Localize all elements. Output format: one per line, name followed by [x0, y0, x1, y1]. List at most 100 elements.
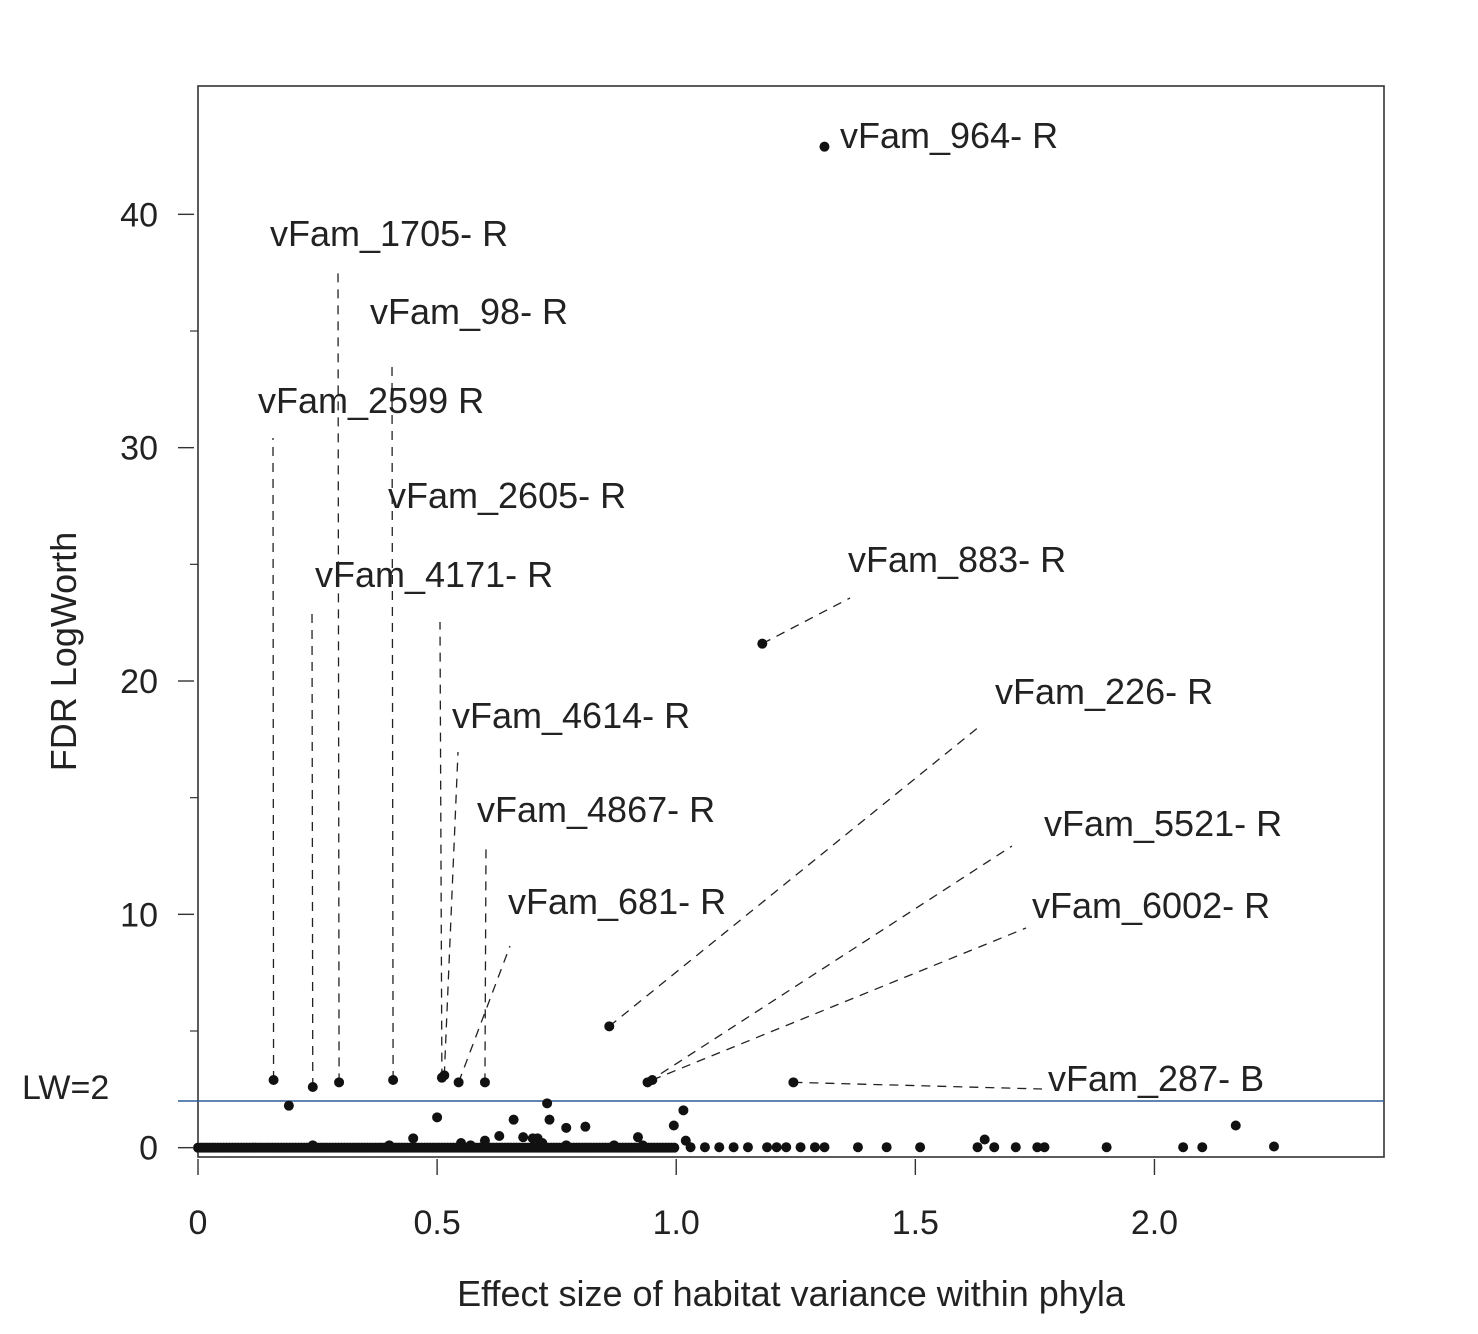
point-label: vFam_98- R [370, 291, 568, 332]
labeled-data-point [757, 638, 768, 649]
data-point [678, 1105, 689, 1116]
threshold-layer: LW=2 [22, 1069, 1384, 1107]
data-point [637, 1140, 648, 1151]
leader-line [443, 751, 459, 1076]
data-point [989, 1142, 1000, 1153]
x-tick-label: 1.0 [653, 1204, 700, 1242]
data-point [479, 1135, 490, 1146]
leader-line [272, 437, 275, 1081]
y-tick-label: 40 [120, 196, 158, 234]
leader-line [458, 945, 511, 1083]
y-tick-label: 20 [120, 663, 158, 701]
data-point [465, 1140, 476, 1151]
labeled-data-point [334, 1077, 345, 1088]
threshold-label: LW=2 [22, 1069, 109, 1107]
labeled-data-point [453, 1077, 464, 1088]
data-point [537, 1138, 548, 1148]
data-point [609, 1140, 620, 1151]
y-tick-label: 30 [120, 430, 158, 468]
data-point [819, 1142, 830, 1153]
data-point [544, 1114, 555, 1125]
leader-line [652, 927, 1027, 1081]
data-point [580, 1121, 591, 1132]
leader-line [391, 359, 394, 1081]
point-label: vFam_287- B [1048, 1058, 1264, 1099]
data-point [915, 1142, 926, 1153]
data-point [668, 1120, 679, 1131]
data-point [685, 1142, 696, 1153]
leader-line [311, 609, 314, 1088]
data-point [771, 1142, 782, 1153]
point-label: vFam_883- R [848, 539, 1066, 580]
data-point [432, 1112, 443, 1123]
data-point [1230, 1120, 1241, 1131]
point-label: vFam_6002- R [1032, 885, 1270, 926]
x-tick-label: 1.5 [892, 1204, 939, 1242]
data-point [1197, 1142, 1208, 1153]
point-label: vFam_4867- R [477, 789, 715, 830]
data-point [728, 1142, 739, 1153]
data-point [456, 1138, 467, 1148]
labeled-data-point [388, 1075, 399, 1085]
leader-line [439, 621, 443, 1078]
point-label: vFam_1705- R [270, 213, 508, 254]
data-point [972, 1142, 983, 1153]
data-point [561, 1140, 572, 1151]
data-point [494, 1131, 505, 1141]
x-tick-label: 0 [189, 1204, 208, 1242]
leader-line [608, 725, 981, 1027]
data-point [742, 1142, 753, 1153]
data-point [1010, 1142, 1021, 1153]
leader-line [762, 597, 851, 645]
y-tick-label: 10 [120, 896, 158, 934]
data-point [1178, 1142, 1189, 1153]
labeled-data-point [788, 1077, 799, 1088]
data-point [508, 1114, 519, 1125]
labeled-data-point [307, 1082, 318, 1092]
data-point [307, 1140, 318, 1151]
point-label: vFam_226- R [995, 671, 1213, 712]
plot-frame-layer [197, 85, 1385, 1158]
labeled-data-point [819, 141, 830, 152]
data-point [384, 1140, 395, 1151]
data-point [669, 1142, 680, 1153]
data-point [1039, 1142, 1050, 1153]
leader-line [647, 845, 1013, 1083]
data-point [561, 1122, 572, 1133]
leader-line [793, 1081, 1043, 1090]
data-point [795, 1142, 806, 1153]
data-point [518, 1132, 529, 1143]
y-axis-title: FDR LogWorth [43, 532, 84, 771]
data-point [714, 1142, 725, 1153]
point-label: vFam_2599 R [258, 380, 484, 421]
data-point [1032, 1142, 1043, 1153]
point-labels-layer: vFam_964- R vFam_1705- R vFam_98- R vFam_25… [258, 115, 1282, 1099]
data-point [632, 1132, 643, 1143]
plot-frame [197, 85, 1385, 1158]
data-point [542, 1098, 553, 1109]
data-point [283, 1100, 294, 1111]
y-tick-label: 0 [139, 1130, 158, 1168]
labeled-data-point [647, 1075, 658, 1085]
data-point [699, 1142, 710, 1153]
x-tick-label: 0.5 [413, 1204, 460, 1242]
leader-line [337, 269, 340, 1083]
leader-lines-layer [272, 269, 1043, 1090]
labeled-data-point [479, 1077, 490, 1088]
data-point [809, 1142, 820, 1153]
point-label: vFam_681- R [508, 881, 726, 922]
x-tick-label: 2.0 [1131, 1204, 1178, 1242]
leader-line [484, 847, 487, 1083]
x-axis-title: Effect size of habitat variance within p… [457, 1273, 1126, 1314]
data-point [881, 1142, 892, 1153]
data-point [852, 1142, 863, 1153]
labeled-data-point [439, 1070, 450, 1081]
data-point [408, 1133, 419, 1144]
data-point [1101, 1142, 1112, 1153]
point-label: vFam_4614- R [452, 695, 690, 736]
data-points-layer [193, 141, 1280, 1153]
point-label: vFam_4171- R [315, 554, 553, 595]
data-point [979, 1134, 990, 1145]
data-point [762, 1142, 773, 1153]
